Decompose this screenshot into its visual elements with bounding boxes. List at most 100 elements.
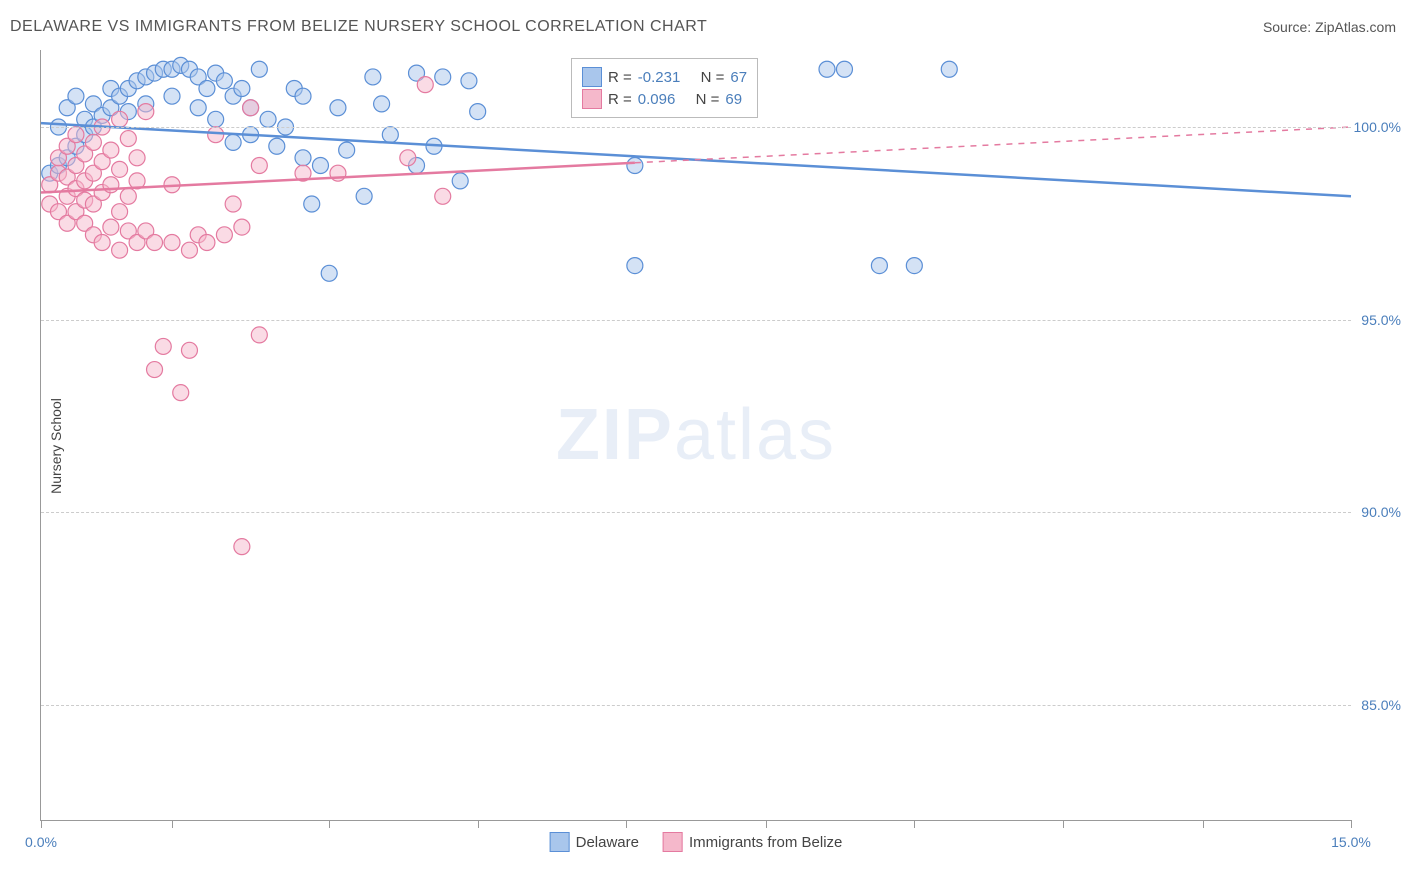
series-legend: Delaware Immigrants from Belize: [550, 832, 843, 852]
ytick-label: 95.0%: [1361, 312, 1401, 328]
xtick: [914, 820, 915, 828]
data-point: [190, 100, 206, 116]
gridline: [41, 320, 1351, 321]
r-value-delaware: -0.231: [638, 69, 681, 86]
chart-source: Source: ZipAtlas.com: [1263, 19, 1396, 35]
xtick: [478, 820, 479, 828]
swatch-belize-icon: [663, 832, 683, 852]
r-prefix: R =: [608, 69, 632, 86]
title-bar: DELAWARE VS IMMIGRANTS FROM BELIZE NURSE…: [10, 18, 1396, 36]
stats-row-delaware: R = -0.231 N = 67: [582, 67, 747, 87]
data-point: [199, 235, 215, 251]
gridline: [41, 127, 1351, 128]
n-value-delaware: 67: [730, 69, 747, 86]
xtick: [172, 820, 173, 828]
data-point: [112, 242, 128, 258]
data-point: [225, 196, 241, 212]
data-point: [112, 161, 128, 177]
data-point: [461, 73, 477, 89]
data-point: [330, 100, 346, 116]
xtick: [41, 820, 42, 828]
data-point: [147, 235, 163, 251]
n-value-belize: 69: [725, 91, 742, 108]
xtick-label: 15.0%: [1331, 834, 1371, 850]
r-prefix: R =: [608, 91, 632, 108]
data-point: [836, 61, 852, 77]
data-point: [871, 258, 887, 274]
data-point: [129, 150, 145, 166]
data-point: [225, 134, 241, 150]
swatch-delaware: [582, 67, 602, 87]
legend-item-belize: Immigrants from Belize: [663, 832, 842, 852]
data-point: [208, 111, 224, 127]
xtick: [766, 820, 767, 828]
data-point: [906, 258, 922, 274]
data-point: [295, 150, 311, 166]
data-point: [68, 88, 84, 104]
data-point: [164, 88, 180, 104]
swatch-delaware-icon: [550, 832, 570, 852]
data-point: [819, 61, 835, 77]
data-point: [374, 96, 390, 112]
ytick-label: 85.0%: [1361, 697, 1401, 713]
data-point: [243, 100, 259, 116]
data-point: [260, 111, 276, 127]
xtick: [1203, 820, 1204, 828]
data-point: [435, 188, 451, 204]
data-point: [234, 81, 250, 97]
data-point: [321, 265, 337, 281]
data-point: [120, 131, 136, 147]
data-point: [173, 385, 189, 401]
legend-item-delaware: Delaware: [550, 832, 639, 852]
data-point: [627, 158, 643, 174]
data-point: [85, 134, 101, 150]
data-point: [181, 242, 197, 258]
data-point: [417, 77, 433, 93]
data-point: [382, 127, 398, 143]
data-point: [304, 196, 320, 212]
data-point: [627, 258, 643, 274]
data-point: [68, 127, 84, 143]
data-point: [181, 342, 197, 358]
data-point: [94, 235, 110, 251]
data-point: [138, 104, 154, 120]
data-point: [251, 158, 267, 174]
plot-area: ZIPatlas R = -0.231 N = 67 R = 0.096 N =…: [40, 50, 1351, 821]
data-point: [112, 111, 128, 127]
ytick-label: 100.0%: [1354, 119, 1401, 135]
data-point: [103, 142, 119, 158]
data-point: [234, 539, 250, 555]
data-point: [208, 127, 224, 143]
xtick: [1063, 820, 1064, 828]
data-point: [103, 219, 119, 235]
xtick: [1351, 820, 1352, 828]
data-point: [941, 61, 957, 77]
data-point: [120, 188, 136, 204]
xtick: [329, 820, 330, 828]
data-point: [147, 362, 163, 378]
data-point: [356, 188, 372, 204]
data-point: [435, 69, 451, 85]
data-point: [251, 327, 267, 343]
data-point: [112, 204, 128, 220]
data-point: [199, 81, 215, 97]
gridline: [41, 512, 1351, 513]
data-point: [312, 158, 328, 174]
data-point: [164, 235, 180, 251]
data-point: [295, 88, 311, 104]
ytick-label: 90.0%: [1361, 504, 1401, 520]
data-point: [155, 338, 171, 354]
trend-line-extrapolated: [635, 127, 1351, 163]
n-prefix: N =: [696, 91, 720, 108]
n-prefix: N =: [701, 69, 725, 86]
r-value-belize: 0.096: [638, 91, 676, 108]
data-point: [339, 142, 355, 158]
chart-title: DELAWARE VS IMMIGRANTS FROM BELIZE NURSE…: [10, 18, 707, 36]
xtick: [626, 820, 627, 828]
swatch-belize: [582, 89, 602, 109]
data-point: [234, 219, 250, 235]
legend-label-delaware: Delaware: [576, 834, 639, 851]
stats-legend: R = -0.231 N = 67 R = 0.096 N = 69: [571, 58, 758, 118]
data-point: [251, 61, 267, 77]
data-point: [269, 138, 285, 154]
